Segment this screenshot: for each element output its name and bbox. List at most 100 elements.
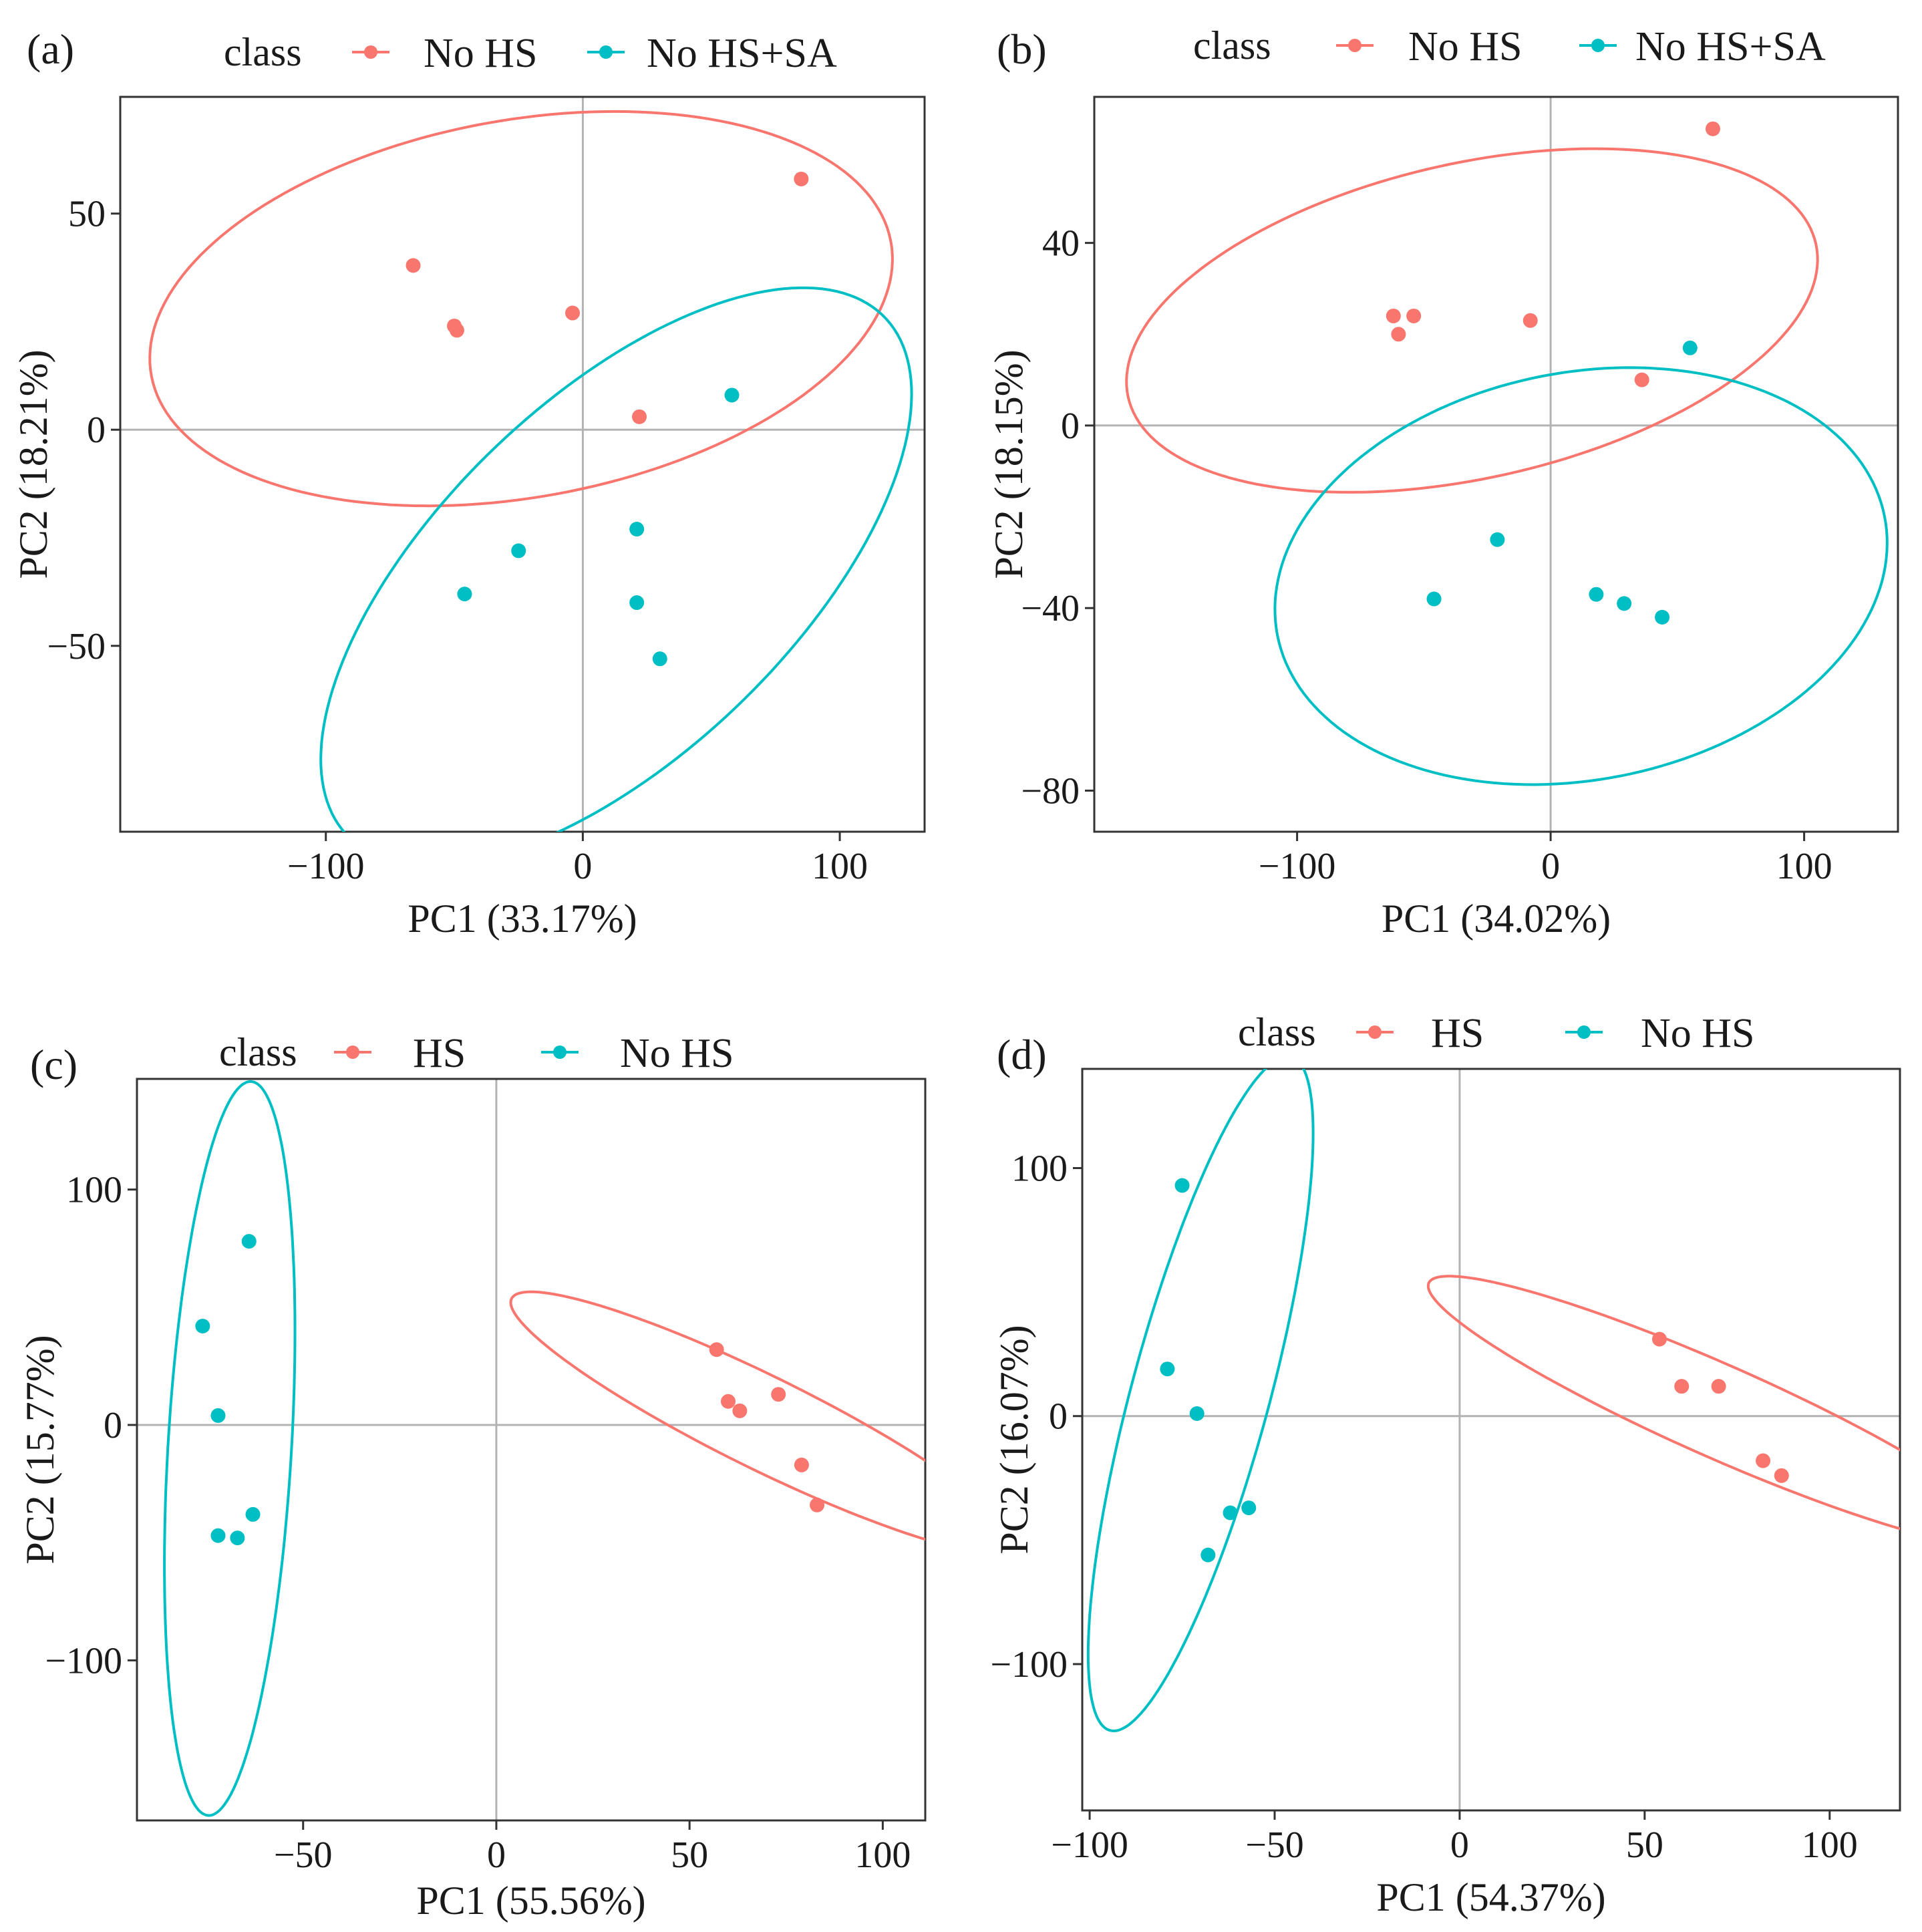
x-tick-label: 0 <box>1450 1824 1469 1866</box>
ellipse-hs <box>509 1290 925 1541</box>
data-point <box>709 1342 724 1357</box>
data-point <box>1200 1547 1216 1563</box>
data-point <box>1617 596 1632 611</box>
data-point <box>210 1408 226 1423</box>
data-point <box>1682 340 1698 355</box>
data-point <box>210 1528 226 1543</box>
panel-label: (c) <box>30 1041 77 1088</box>
data-point <box>195 1319 210 1333</box>
y-tick-label: 0 <box>1049 1396 1068 1438</box>
plot-border <box>136 1078 927 1822</box>
legend-key-dot <box>1348 39 1362 52</box>
x-axis-label: PC1 (34.02%) <box>1382 897 1611 941</box>
panel-label: (a) <box>27 25 74 73</box>
y-tick-label: −50 <box>47 626 106 667</box>
data-point <box>810 1497 825 1512</box>
data-point <box>406 258 421 273</box>
data-point <box>457 587 472 602</box>
ellipse-no-hs <box>163 1080 297 1817</box>
data-point <box>1174 1178 1190 1193</box>
y-tick-label: 50 <box>68 194 106 235</box>
x-tick-label: 50 <box>1626 1824 1663 1866</box>
legend-key-dot <box>346 1045 359 1059</box>
data-point <box>245 1506 261 1522</box>
x-tick-label: 100 <box>854 1834 911 1876</box>
legend-entry: HS <box>1431 1011 1484 1056</box>
plot-border <box>119 96 926 833</box>
legend: class HS No HS <box>1238 1010 1755 1056</box>
legend-key-dot <box>553 1045 567 1059</box>
data-point <box>1705 121 1720 136</box>
y-tick-label: −40 <box>1021 588 1080 629</box>
y-tick-label: −100 <box>990 1644 1068 1685</box>
x-tick-label: 0 <box>1541 846 1560 887</box>
data-point <box>1241 1500 1257 1516</box>
legend-entry: No HS+SA <box>647 31 837 76</box>
y-tick-label: 0 <box>87 410 106 451</box>
x-tick-label: 100 <box>1802 1824 1858 1866</box>
data-point <box>1223 1505 1238 1520</box>
y-tick-label: 0 <box>1061 406 1080 447</box>
legend-key-dot <box>1577 1025 1591 1039</box>
y-axis-label: PC2 (18.15%) <box>987 349 1031 579</box>
data-point <box>1756 1453 1771 1468</box>
x-tick-label: −50 <box>274 1834 333 1876</box>
panel-label: (b) <box>997 25 1047 73</box>
x-tick-label: 100 <box>1776 846 1832 887</box>
x-tick-label: −100 <box>287 846 365 887</box>
data-point <box>511 543 526 558</box>
legend-entry: No HS <box>620 1031 734 1076</box>
data-point <box>629 522 645 537</box>
legend-key-dot <box>1368 1025 1382 1039</box>
data-point <box>632 409 647 424</box>
ellipse-no-hs <box>1125 147 1819 494</box>
legend-key-dot <box>1591 39 1605 52</box>
data-point <box>794 1457 809 1472</box>
x-tick-label: −50 <box>1245 1824 1304 1866</box>
data-point <box>724 387 740 403</box>
y-axis-label: PC2 (15.77%) <box>18 1335 62 1564</box>
legend-title: class <box>1238 1010 1316 1054</box>
ellipse-no-hs <box>148 110 894 508</box>
legend-entry: No HS <box>424 31 538 76</box>
panel-b: −100 0 100 −80 −40 0 40 PC1 (34.02%) PC2 (18.15%… <box>987 23 1899 941</box>
x-axis-label: PC1 (33.17%) <box>408 897 637 941</box>
data-point <box>1711 1379 1726 1394</box>
y-tick-label: 100 <box>66 1170 122 1211</box>
data-point <box>1652 1331 1667 1347</box>
plot-border <box>1081 1068 1901 1812</box>
x-tick-label: 0 <box>487 1834 506 1876</box>
data-point <box>629 595 645 611</box>
x-tick-label: 0 <box>573 846 592 887</box>
ellipse-no-hs-sa <box>1273 366 1889 786</box>
x-tick-label: 50 <box>671 1834 708 1876</box>
panel-label: (d) <box>997 1031 1047 1078</box>
y-axis-label: PC2 (16.07%) <box>992 1325 1036 1554</box>
legend-key-dot <box>599 45 613 59</box>
data-point <box>1406 308 1422 323</box>
data-point <box>241 1234 257 1249</box>
legend-entry: HS <box>413 1031 466 1076</box>
data-point <box>449 323 464 338</box>
x-axis-label: PC1 (54.37%) <box>1376 1875 1605 1919</box>
data-point <box>1490 532 1505 547</box>
data-point <box>721 1394 736 1409</box>
data-point <box>1426 591 1442 607</box>
data-point <box>1523 313 1538 328</box>
x-tick-label: 100 <box>812 846 868 887</box>
data-point <box>1386 308 1401 323</box>
y-tick-label: −100 <box>45 1640 122 1681</box>
legend-title: class <box>219 1030 297 1074</box>
legend-title: class <box>1193 23 1271 67</box>
data-point <box>1674 1379 1690 1394</box>
panel-a: −100 0 100 −50 0 50 PC1 (33.17%) PC2 (18.21%) (a… <box>11 25 926 941</box>
plot-border <box>1093 96 1899 833</box>
data-point <box>565 305 581 321</box>
x-axis-label: PC1 (55.56%) <box>416 1879 645 1923</box>
legend: class HS No HS <box>219 1030 734 1076</box>
data-point <box>1189 1406 1205 1422</box>
legend-entry: No HS <box>1408 24 1523 69</box>
data-point <box>1391 327 1406 342</box>
ellipse-hs <box>1426 1275 1900 1531</box>
